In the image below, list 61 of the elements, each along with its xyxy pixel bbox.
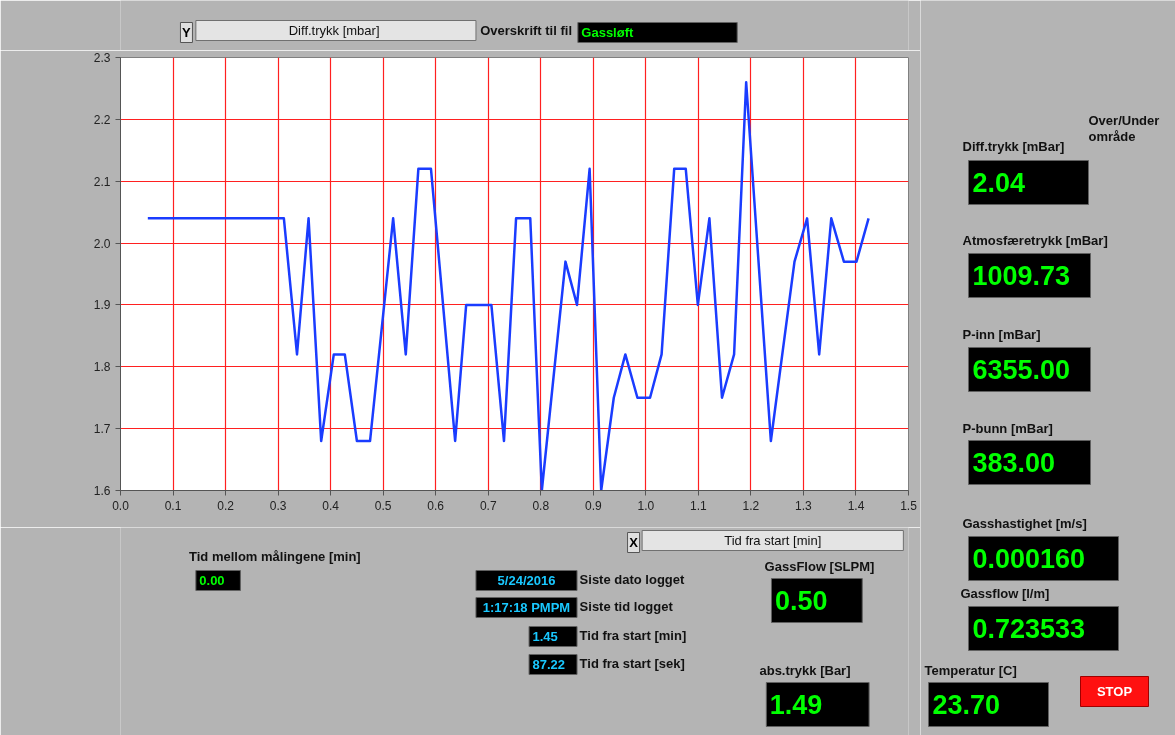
text: 1:17:18 PMPM bbox=[482, 600, 571, 615]
text: Over/Under område bbox=[1088, 113, 1160, 144]
text: 1.49 bbox=[769, 690, 823, 720]
text: 0.000160 bbox=[972, 544, 1086, 574]
text: Gasshastighet [m/s] bbox=[962, 516, 1087, 531]
text: 1.45 bbox=[532, 629, 558, 644]
x-tick-label: 0.1 bbox=[164, 498, 182, 513]
text: Gassflow [l/m] bbox=[960, 586, 1050, 601]
text: Atmosfæretrykk [mBar] bbox=[962, 233, 1108, 248]
text: 0.50 bbox=[774, 586, 828, 616]
x-axis-title: Tid fra start [min] bbox=[724, 533, 822, 548]
text: X bbox=[629, 535, 639, 550]
text: 1009.73 bbox=[972, 261, 1071, 291]
text: P-inn [mBar] bbox=[962, 327, 1041, 342]
text: STOP bbox=[1096, 684, 1133, 699]
text: Diff.trykk [mBar] bbox=[962, 139, 1065, 154]
text: Y bbox=[182, 25, 192, 40]
y-axis-title: Diff.trykk [mbar] bbox=[288, 23, 380, 38]
x-tick-label: 0.2 bbox=[217, 498, 235, 513]
x-tick-label: 1.1 bbox=[690, 498, 708, 513]
text: Tid fra start [sek] bbox=[579, 656, 685, 671]
line-series bbox=[146, 80, 870, 491]
text: 23.70 bbox=[932, 690, 1001, 720]
text: 2.04 bbox=[972, 168, 1026, 198]
x-tick-label: 1.0 bbox=[637, 498, 655, 513]
text: Tid fra start [min] bbox=[579, 628, 687, 643]
text: GassFlow [SLPM] bbox=[764, 559, 875, 574]
x-tick-label: 0.7 bbox=[479, 498, 497, 513]
y-tick-label: 1.7 bbox=[93, 422, 111, 437]
y-tick-label: 2.2 bbox=[93, 112, 111, 127]
text: Tid mellom målingene [min] bbox=[189, 549, 361, 564]
y-tick-label: 1.9 bbox=[93, 298, 111, 313]
text: Overskrift til fil bbox=[480, 23, 572, 38]
text: Temperatur [C] bbox=[924, 663, 1017, 678]
x-tick-label: 0.8 bbox=[532, 498, 550, 513]
y-tick-label: 2.1 bbox=[93, 174, 111, 189]
x-tick-label: 0.9 bbox=[584, 498, 602, 513]
x-tick-label: 1.2 bbox=[742, 498, 760, 513]
x-tick-label: 1.4 bbox=[847, 498, 865, 513]
y-tick-label: 2.0 bbox=[93, 236, 111, 251]
y-tick-label: 2.3 bbox=[93, 51, 111, 65]
text: Siste dato logget bbox=[579, 572, 685, 587]
x-tick-label: 0.5 bbox=[374, 498, 392, 513]
x-tick-label: 0.6 bbox=[427, 498, 445, 513]
text: Gassløft bbox=[581, 25, 634, 40]
x-tick-label: 1.3 bbox=[795, 498, 813, 513]
text: 0.00 bbox=[199, 573, 225, 588]
text: Siste tid logget bbox=[579, 599, 674, 614]
text: P-bunn [mBar] bbox=[962, 421, 1053, 436]
x-tick-label: 0.3 bbox=[269, 498, 287, 513]
text: abs.trykk [Bar] bbox=[759, 663, 851, 678]
x-tick-label: 1.5 bbox=[900, 498, 918, 513]
text: 87.22 bbox=[532, 657, 566, 672]
text: 6355.00 bbox=[972, 355, 1071, 385]
text: 0.723533 bbox=[972, 614, 1086, 644]
y-tick-label: 1.8 bbox=[93, 360, 111, 375]
y-tick-label: 1.6 bbox=[93, 484, 111, 498]
x-tick-label: 0.0 bbox=[112, 498, 130, 513]
x-tick-label: 0.4 bbox=[322, 498, 340, 513]
text: 5/24/2016 bbox=[497, 573, 556, 588]
text: 383.00 bbox=[972, 448, 1056, 478]
